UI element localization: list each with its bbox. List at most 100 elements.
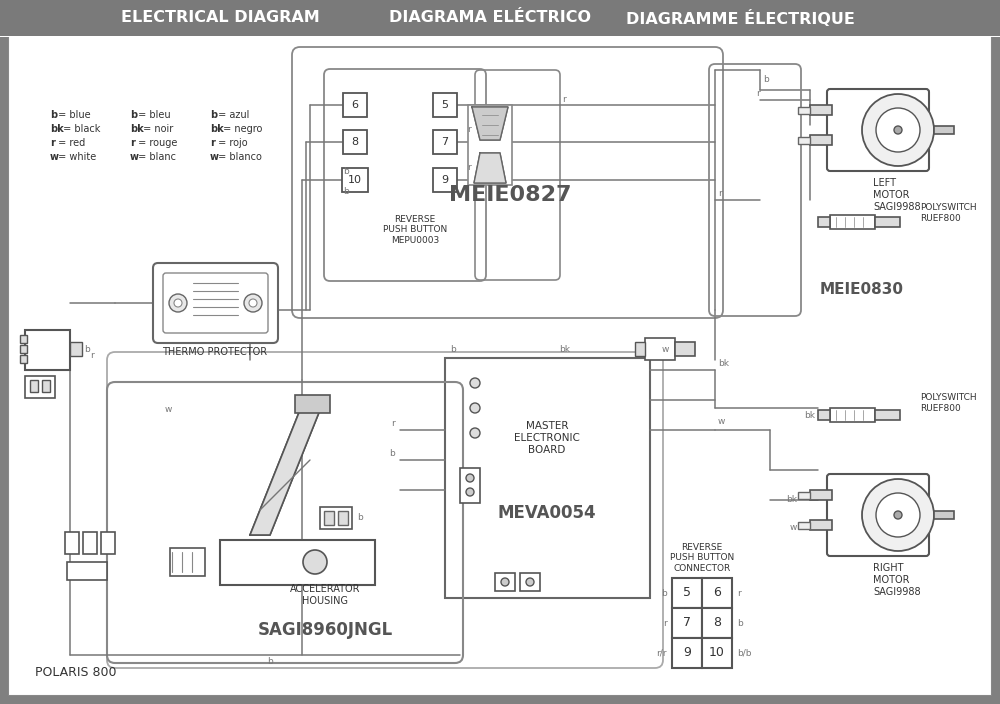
Bar bbox=[20, 355, 27, 363]
Bar bbox=[0, 0, 1000, 8]
Text: REVERSE
PUSH BUTTON
MEPU0003: REVERSE PUSH BUTTON MEPU0003 bbox=[383, 215, 447, 245]
Bar bbox=[672, 578, 702, 608]
Bar bbox=[702, 608, 732, 638]
Text: r: r bbox=[467, 163, 471, 172]
Text: b/b: b/b bbox=[737, 648, 752, 658]
Bar bbox=[798, 522, 810, 529]
Text: r/r: r/r bbox=[656, 648, 667, 658]
Text: b: b bbox=[50, 110, 57, 120]
Text: LEFT
MOTOR
SAGI9988: LEFT MOTOR SAGI9988 bbox=[873, 178, 921, 212]
Bar bbox=[343, 93, 367, 117]
Text: DIAGRAMA ELÉCTRICO: DIAGRAMA ELÉCTRICO bbox=[389, 11, 591, 25]
Text: RIGHT
MOTOR
SAGI9988: RIGHT MOTOR SAGI9988 bbox=[873, 563, 921, 596]
Text: REVERSE
PUSH BUTTON
CONNECTOR: REVERSE PUSH BUTTON CONNECTOR bbox=[670, 543, 734, 573]
Bar bbox=[25, 330, 70, 370]
Bar bbox=[0, 696, 1000, 704]
Text: 8: 8 bbox=[351, 137, 359, 147]
Text: b: b bbox=[343, 168, 349, 177]
Bar bbox=[798, 137, 810, 144]
Bar bbox=[934, 511, 954, 519]
Bar bbox=[810, 490, 832, 500]
Bar bbox=[702, 638, 732, 668]
Text: MASTER
ELECTRONIC
BOARD: MASTER ELECTRONIC BOARD bbox=[514, 422, 580, 455]
Bar bbox=[645, 338, 675, 360]
Text: b: b bbox=[130, 110, 137, 120]
Text: = blanco: = blanco bbox=[215, 152, 262, 162]
Bar bbox=[675, 342, 695, 356]
Text: 8: 8 bbox=[713, 617, 721, 629]
Bar bbox=[468, 105, 512, 185]
Text: POLARIS 800: POLARIS 800 bbox=[35, 667, 116, 679]
Text: w: w bbox=[210, 152, 219, 162]
Text: b: b bbox=[267, 658, 273, 667]
Bar bbox=[30, 380, 38, 392]
Bar bbox=[295, 395, 330, 413]
Bar bbox=[798, 107, 810, 114]
Circle shape bbox=[862, 479, 934, 551]
Bar bbox=[0, 0, 8, 704]
Text: w: w bbox=[790, 524, 797, 532]
Text: b: b bbox=[343, 187, 349, 196]
Text: THERMO PROTECTOR: THERMO PROTECTOR bbox=[162, 347, 268, 357]
Bar bbox=[635, 342, 645, 356]
Text: r: r bbox=[50, 138, 55, 148]
Text: w: w bbox=[130, 152, 139, 162]
Bar bbox=[338, 511, 348, 525]
Text: b: b bbox=[661, 589, 667, 598]
Bar bbox=[810, 520, 832, 530]
Text: r: r bbox=[718, 189, 722, 199]
Bar bbox=[324, 511, 334, 525]
FancyBboxPatch shape bbox=[163, 273, 268, 333]
Circle shape bbox=[470, 428, 480, 438]
Bar bbox=[830, 215, 875, 229]
Text: 9: 9 bbox=[441, 175, 449, 185]
Text: b: b bbox=[737, 619, 743, 627]
Text: r: r bbox=[737, 589, 741, 598]
Bar bbox=[20, 345, 27, 353]
Text: r: r bbox=[663, 619, 667, 627]
Text: r: r bbox=[90, 351, 94, 360]
Bar bbox=[65, 532, 79, 554]
Circle shape bbox=[876, 493, 920, 537]
Bar bbox=[875, 217, 900, 227]
Bar bbox=[70, 342, 82, 356]
Bar bbox=[460, 468, 480, 503]
Bar bbox=[992, 0, 1000, 704]
Text: POLYSWITCH
RUEF800: POLYSWITCH RUEF800 bbox=[920, 394, 977, 413]
Circle shape bbox=[526, 578, 534, 586]
Polygon shape bbox=[250, 410, 320, 535]
Bar bbox=[0, 36, 1000, 37]
Text: = negro: = negro bbox=[220, 124, 263, 134]
Text: r: r bbox=[562, 96, 566, 104]
Text: w: w bbox=[661, 346, 669, 355]
Text: 7: 7 bbox=[683, 617, 691, 629]
FancyBboxPatch shape bbox=[827, 474, 929, 556]
Text: bk: bk bbox=[804, 410, 815, 420]
Text: = red: = red bbox=[55, 138, 85, 148]
Text: b: b bbox=[763, 75, 769, 84]
Text: bk: bk bbox=[210, 124, 224, 134]
Text: POLYSWITCH
RUEF800: POLYSWITCH RUEF800 bbox=[920, 203, 977, 222]
Bar bbox=[798, 492, 810, 499]
Bar bbox=[810, 105, 832, 115]
Bar bbox=[875, 410, 900, 420]
Circle shape bbox=[501, 578, 509, 586]
Text: bk: bk bbox=[718, 358, 729, 367]
Text: r: r bbox=[467, 125, 471, 134]
Text: = rojo: = rojo bbox=[215, 138, 248, 148]
Bar bbox=[0, 0, 1000, 36]
Text: 7: 7 bbox=[441, 137, 449, 147]
Text: r: r bbox=[210, 138, 215, 148]
Bar bbox=[433, 93, 457, 117]
Bar bbox=[101, 532, 115, 554]
Text: 6: 6 bbox=[352, 100, 358, 110]
Circle shape bbox=[894, 126, 902, 134]
FancyBboxPatch shape bbox=[827, 89, 929, 171]
Circle shape bbox=[470, 403, 480, 413]
Bar bbox=[818, 217, 830, 227]
Bar bbox=[495, 573, 515, 591]
Text: b: b bbox=[450, 346, 456, 355]
Text: ACCELERATOR
HOUSING: ACCELERATOR HOUSING bbox=[290, 584, 360, 606]
Bar bbox=[818, 410, 830, 420]
Text: r: r bbox=[391, 418, 395, 427]
